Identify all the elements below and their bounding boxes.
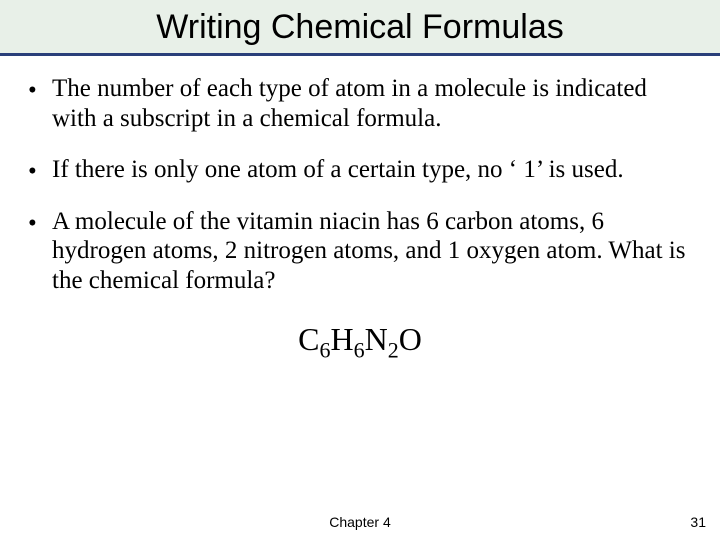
slide-title: Writing Chemical Formulas xyxy=(0,8,720,47)
bullet-text: A molecule of the vitamin niacin has 6 c… xyxy=(52,207,692,296)
bullet-item: • A molecule of the vitamin niacin has 6… xyxy=(28,207,692,296)
formula-subscript: 6 xyxy=(320,337,331,362)
formula-subscript: 6 xyxy=(354,337,365,362)
bullet-dot: • xyxy=(28,157,52,187)
footer-page-number: 31 xyxy=(690,514,706,530)
footer-chapter: Chapter 4 xyxy=(0,514,720,530)
chemical-formula: C6H6N2O xyxy=(28,321,692,358)
bullet-item: • If there is only one atom of a certain… xyxy=(28,155,692,185)
bullet-item: • The number of each type of atom in a m… xyxy=(28,74,692,133)
formula-element: N xyxy=(365,321,388,357)
bullet-dot: • xyxy=(28,209,52,239)
bullet-text: If there is only one atom of a certain t… xyxy=(52,155,692,185)
bullet-text: The number of each type of atom in a mol… xyxy=(52,74,692,133)
formula-subscript: 2 xyxy=(388,337,399,362)
body-content: • The number of each type of atom in a m… xyxy=(0,56,720,358)
formula-element: O xyxy=(399,321,422,357)
formula-element: C xyxy=(298,321,319,357)
bullet-dot: • xyxy=(28,76,52,106)
title-region: Writing Chemical Formulas xyxy=(0,0,720,56)
formula-element: H xyxy=(331,321,354,357)
